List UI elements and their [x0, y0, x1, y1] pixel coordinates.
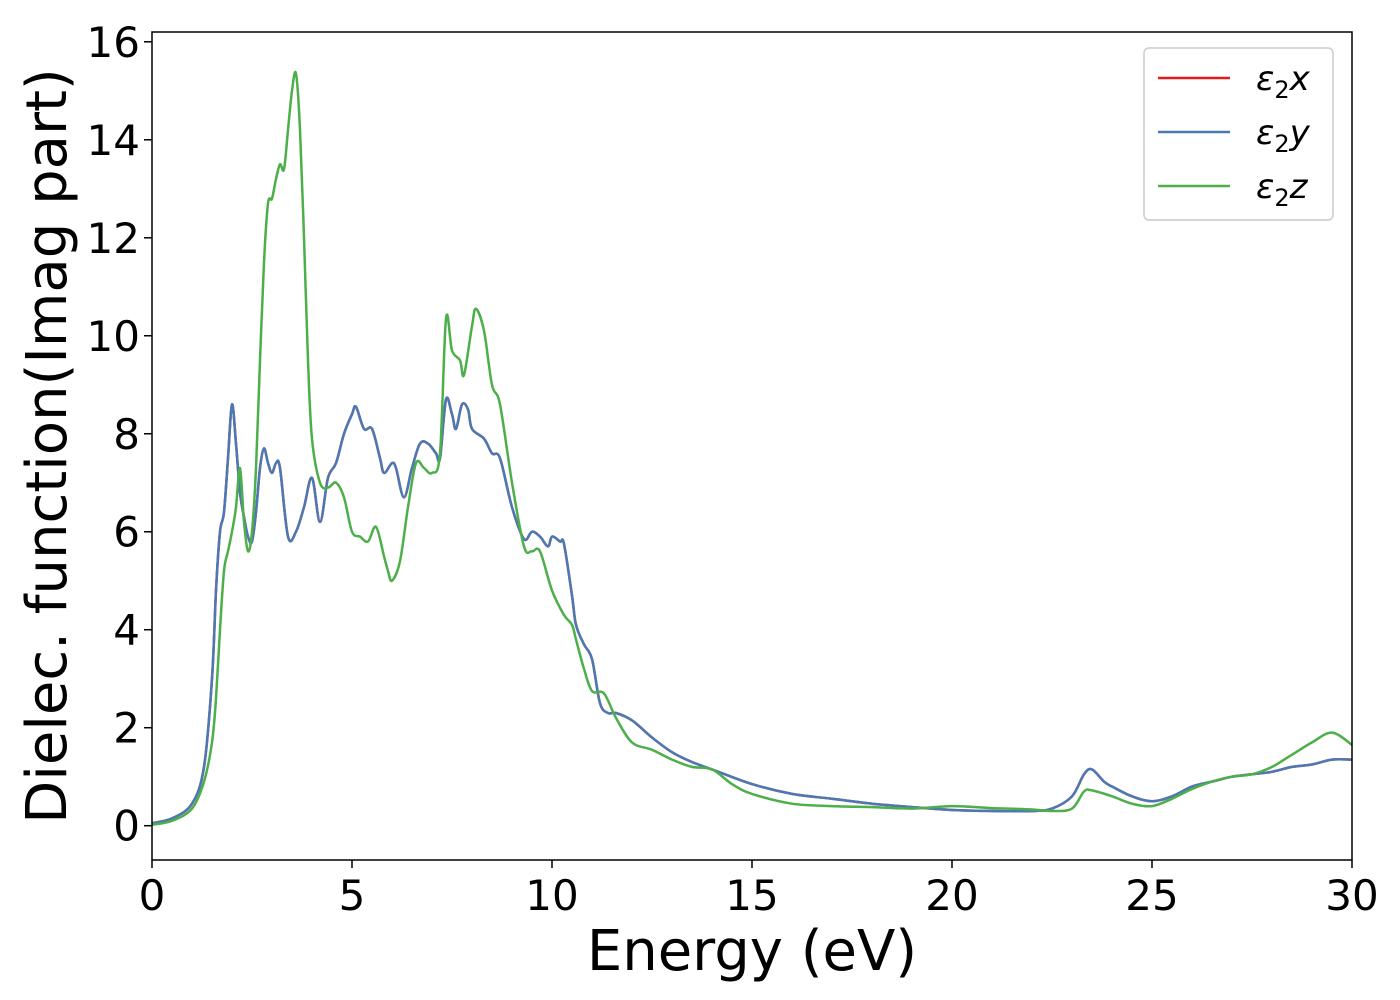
y-tick-label: 16: [87, 18, 140, 67]
y-tick-label: 0: [113, 802, 140, 851]
series-line-x: [152, 396, 1352, 825]
x-tick-label: 5: [339, 871, 366, 920]
legend-label-y: ε2y: [1256, 113, 1311, 158]
y-tick-label: 14: [87, 116, 140, 165]
y-tick-label: 12: [87, 214, 140, 263]
series-line-y: [152, 396, 1352, 825]
x-tick-label: 30: [1325, 871, 1378, 920]
legend-label-x: ε2x: [1256, 59, 1311, 104]
x-tick-label: 0: [139, 871, 166, 920]
legend-box: [1143, 47, 1334, 221]
legend: ε2x ε2y ε2z: [1143, 47, 1334, 221]
x-tick-label: 10: [525, 871, 578, 920]
x-tick-label: 25: [1125, 871, 1178, 920]
series-line-z: [152, 70, 1352, 826]
y-axis-label: Dielec. function(Imag part): [15, 68, 80, 824]
y-tick-label: 4: [113, 606, 140, 655]
legend-label-z: ε2z: [1256, 167, 1309, 212]
x-tick-label: 15: [725, 871, 778, 920]
x-tick-label: 20: [925, 871, 978, 920]
x-axis-label: Energy (eV): [587, 919, 917, 984]
y-tick-label: 2: [113, 704, 140, 753]
y-tick-label: 8: [113, 410, 140, 459]
series-layer: [152, 70, 1352, 826]
ticks-layer: 0 5 10 15 20 25 30 0 2 4 6 8 10 12 14 16: [87, 18, 1379, 920]
y-tick-label: 10: [87, 312, 140, 361]
y-tick-label: 6: [113, 508, 140, 557]
